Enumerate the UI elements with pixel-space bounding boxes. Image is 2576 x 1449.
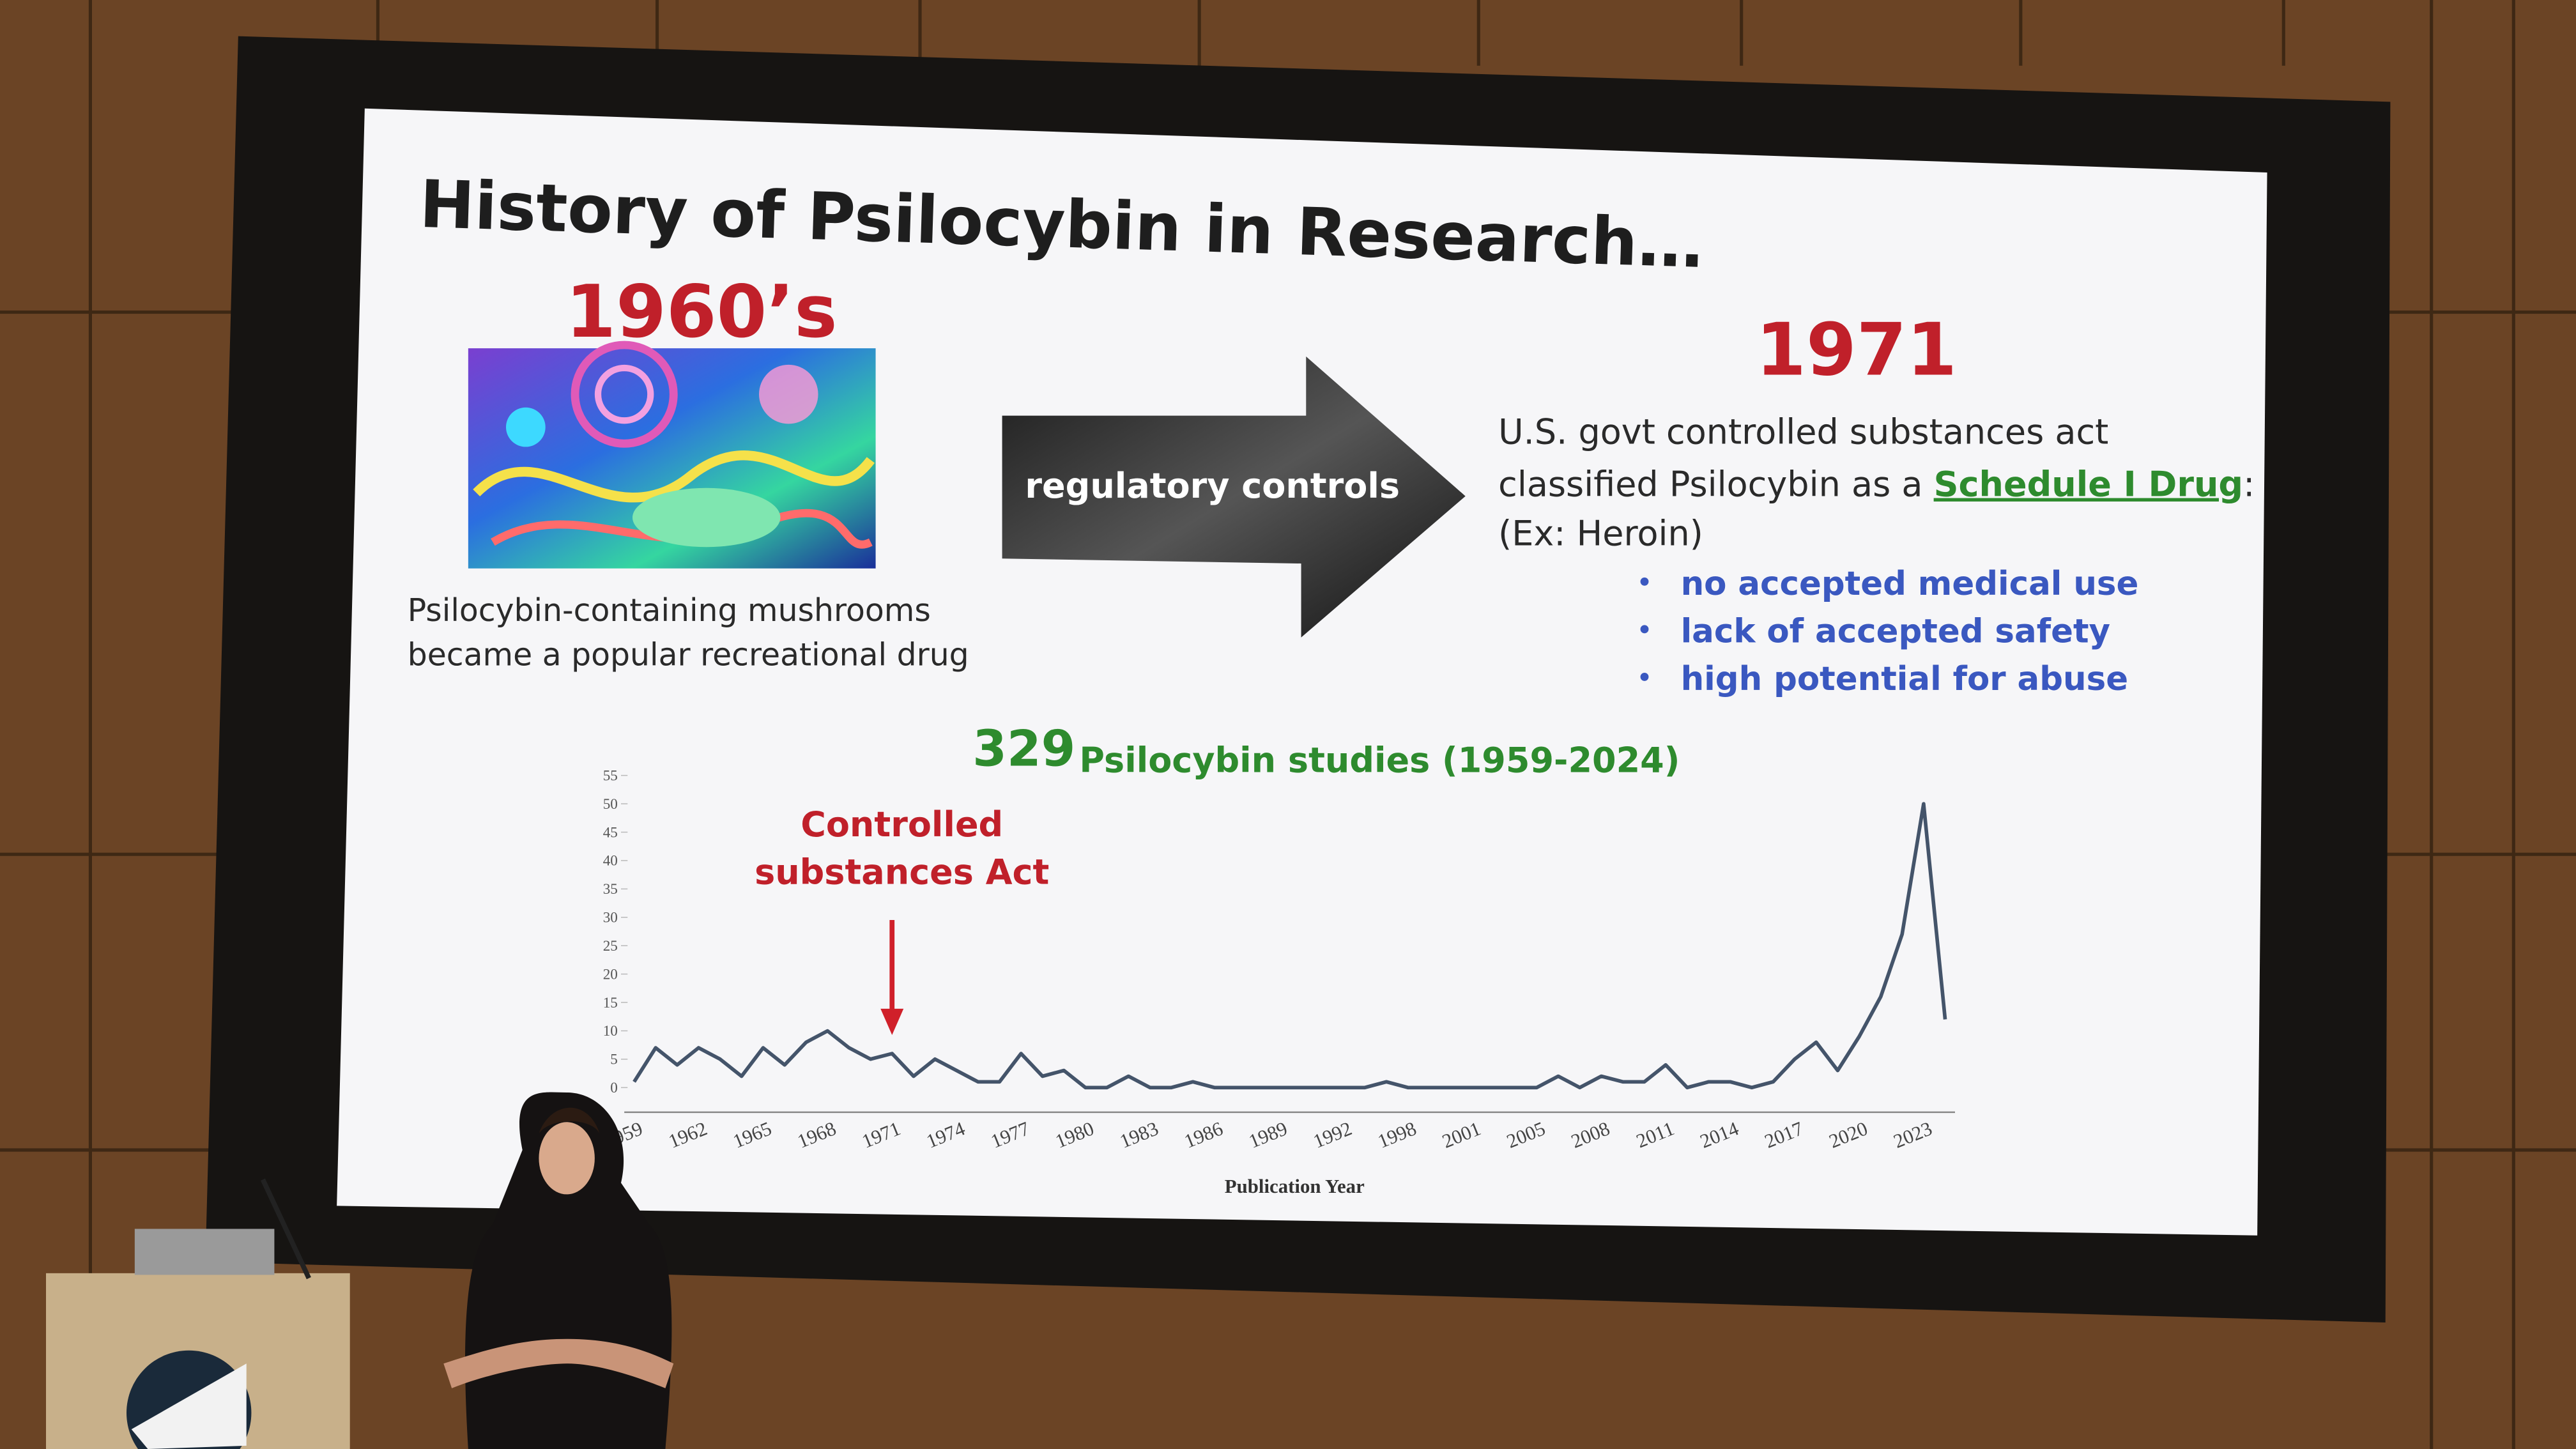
y-tick-label: 15 (603, 995, 618, 1011)
bullet-list: no accepted medical use lack of accepted … (1640, 565, 2139, 698)
bullet-dot (1640, 577, 1649, 586)
podium (46, 1178, 350, 1449)
bullet-text: lack of accepted safety (1681, 612, 2110, 650)
y-tick-label: 55 (603, 767, 618, 784)
y-tick-label: 10 (603, 1023, 618, 1039)
bullet-dot (1640, 673, 1649, 681)
y-tick-label: 35 (603, 881, 618, 898)
y-tick-label: 40 (603, 853, 618, 870)
y-tick-label: 25 (603, 938, 618, 954)
left-caption: Psilocybin-containing mushrooms (408, 592, 931, 629)
annotation: Controlled (801, 804, 1003, 845)
left-year: 1960’s (565, 270, 837, 354)
bullet-text: high potential for abuse (1681, 660, 2129, 698)
presenter (443, 1092, 674, 1449)
description-text: : (2243, 464, 2255, 505)
study-label: Psilocybin studies (1959-2024) (1079, 740, 1680, 781)
arrow-label: regulatory controls (1025, 466, 1400, 506)
annotation-arrowhead (880, 1008, 904, 1035)
y-tick-label: 5 (610, 1052, 618, 1068)
y-tick-label: 20 (603, 966, 618, 983)
bullet-text: no accepted medical use (1681, 565, 2139, 603)
y-tick-label: 30 (603, 910, 618, 926)
right-year: 1971 (1756, 307, 1957, 392)
data-line (632, 802, 1947, 1090)
y-tick-label: 45 (603, 824, 618, 841)
description-text: classified Psilocybin as a (1498, 464, 1934, 505)
bullet-dot (1640, 625, 1649, 634)
arrow (1002, 356, 1466, 638)
x-axis-label: Publication Year (1225, 1176, 1365, 1197)
description-line: (Ex: Heroin) (1498, 514, 1703, 554)
annotation: substances Act (755, 852, 1049, 892)
schedule-link: Schedule I Drug (1934, 464, 2243, 505)
y-tick-label: 50 (603, 796, 618, 813)
study-count: 329 (972, 720, 1075, 778)
y-tick-label: 0 (610, 1080, 618, 1096)
description-line: classified Psilocybin as a Schedule I Dr… (1498, 464, 2255, 505)
left-caption: became a popular recreational drug (408, 636, 969, 673)
description-line: U.S. govt controlled substances act (1498, 411, 2108, 452)
psychedelic-image (468, 341, 876, 569)
